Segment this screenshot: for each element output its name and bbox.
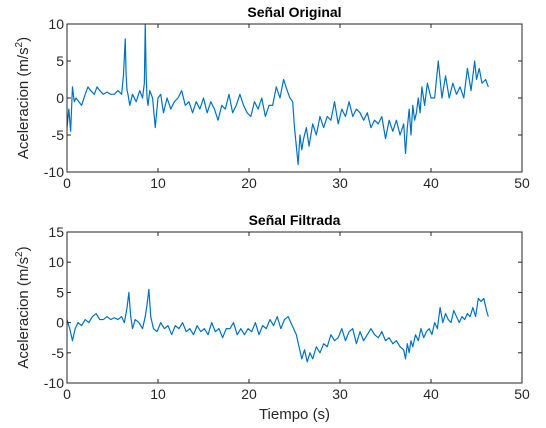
y-tick-label: 15 xyxy=(48,224,64,240)
y-tick-label: 5 xyxy=(56,284,64,300)
y-tick-label: 0 xyxy=(56,315,64,331)
chart-title: Señal Filtrada xyxy=(249,212,341,228)
y-tick-label: 5 xyxy=(56,53,64,69)
y-tick-label: 10 xyxy=(48,254,64,270)
y-axis-label-suffix: ) xyxy=(15,246,32,251)
x-tick-label: 30 xyxy=(332,175,348,191)
x-tick-label: 0 xyxy=(63,175,71,191)
y-axis-label: Aceleracion (m/s2) xyxy=(14,37,32,159)
y-axis-label-text: Aceleracion (m/s xyxy=(15,47,32,159)
x-tick-label: 0 xyxy=(63,386,71,402)
series-line xyxy=(66,288,489,363)
x-tick-label: 10 xyxy=(150,175,166,191)
x-tick-label: 50 xyxy=(514,175,530,191)
x-tick-label: 20 xyxy=(241,175,257,191)
x-tick-label: 40 xyxy=(423,175,439,191)
series-line xyxy=(66,23,489,166)
y-tick-label: -5 xyxy=(52,345,65,361)
chart-title: Señal Original xyxy=(247,4,341,20)
y-tick-label: -10 xyxy=(44,375,64,391)
y-axis-label-superscript: 2 xyxy=(14,251,25,257)
y-tick-label: 10 xyxy=(48,16,64,32)
y-axis-label-text: Aceleracion (m/s xyxy=(15,257,32,369)
chart-original: Señal Original 0 10 20 30 40 50 -10 -5 0 5 10 Aceler… xyxy=(14,4,530,191)
x-tick-label: 50 xyxy=(514,386,530,402)
x-tick-label: 30 xyxy=(332,386,348,402)
y-axis-label: Aceleracion (m/s2) xyxy=(14,246,32,368)
y-axis-label-suffix: ) xyxy=(15,37,32,42)
x-tick-label: 10 xyxy=(150,386,166,402)
x-tick-label: 40 xyxy=(423,386,439,402)
y-axis-label-superscript: 2 xyxy=(14,41,25,47)
y-tick-label: -5 xyxy=(52,127,65,143)
x-tick-label: 20 xyxy=(241,386,257,402)
y-tick-label: 0 xyxy=(56,90,64,106)
x-axis-label: Tiempo (s) xyxy=(259,406,330,423)
chart-filtered: Señal Filtrada 0 10 20 30 40 50 -10 -5 0 5 10 15 Acel… xyxy=(14,212,530,423)
y-tick-label: -10 xyxy=(44,164,64,180)
axes-frame xyxy=(66,23,523,173)
axes-frame xyxy=(66,231,523,384)
